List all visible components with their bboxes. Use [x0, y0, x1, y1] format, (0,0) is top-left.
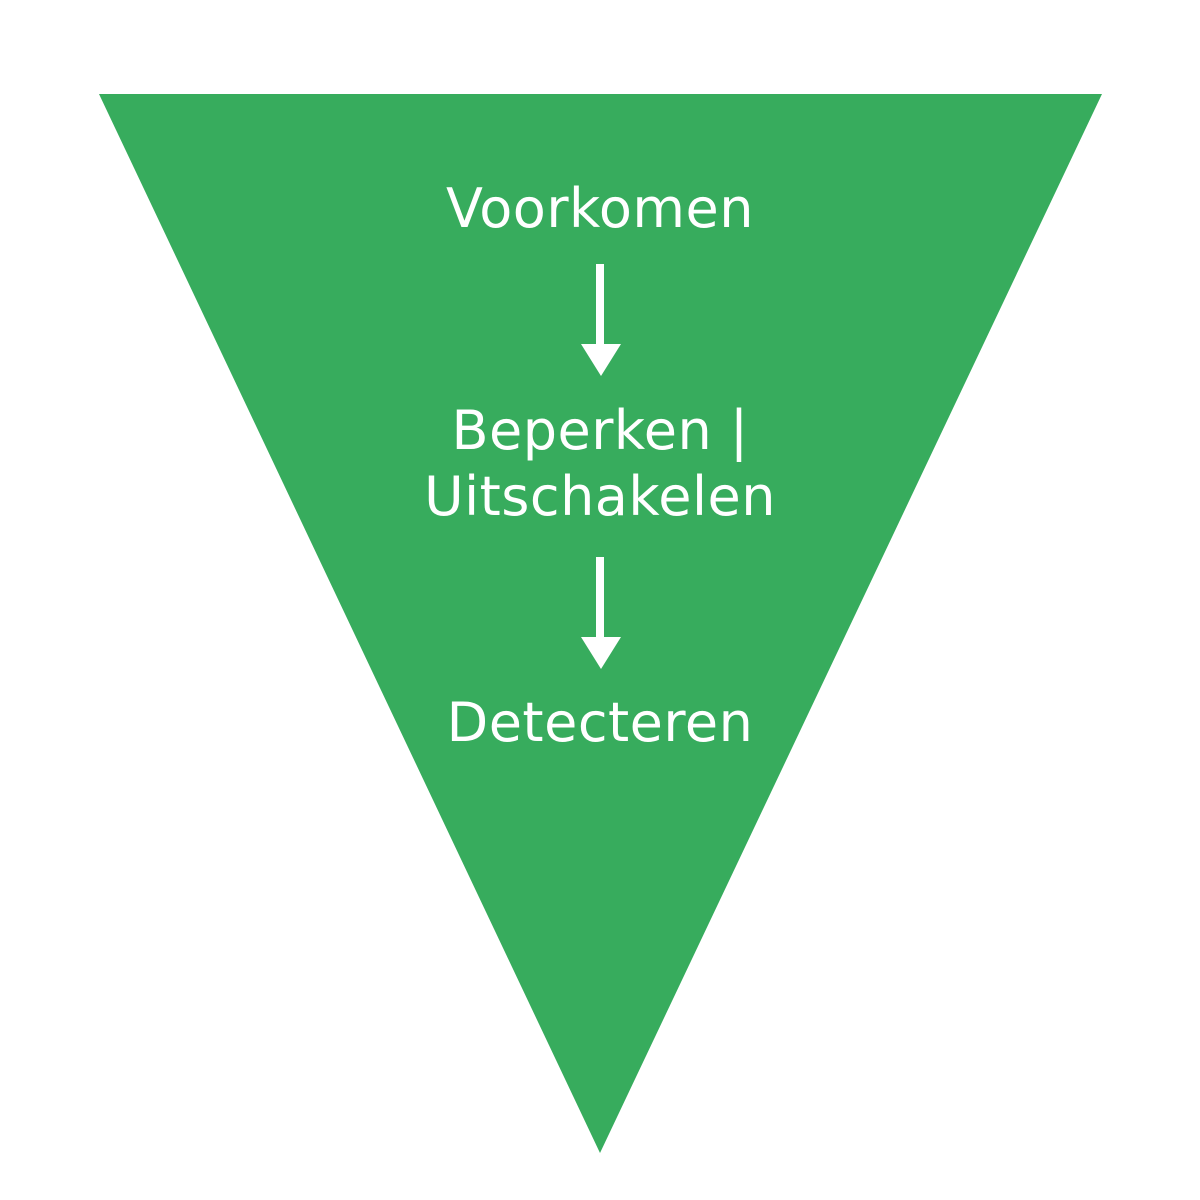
arrow-head: [581, 637, 621, 669]
step-voorkomen-label: Voorkomen: [300, 176, 900, 242]
step-label-line: Voorkomen: [446, 177, 754, 240]
step-label-line: Uitschakelen: [424, 465, 776, 528]
arrow-down-icon: [581, 557, 621, 669]
step-detecteren-label: Detecteren: [300, 690, 900, 756]
step-label-line: Beperken |: [451, 399, 749, 462]
arrow-down-icon: [581, 264, 621, 376]
arrow-head: [581, 344, 621, 376]
arrow-shaft: [596, 557, 604, 639]
step-beperken-label: Beperken | Uitschakelen: [300, 398, 900, 530]
step-label-line: Detecteren: [446, 691, 754, 754]
arrow-shaft: [596, 264, 604, 346]
